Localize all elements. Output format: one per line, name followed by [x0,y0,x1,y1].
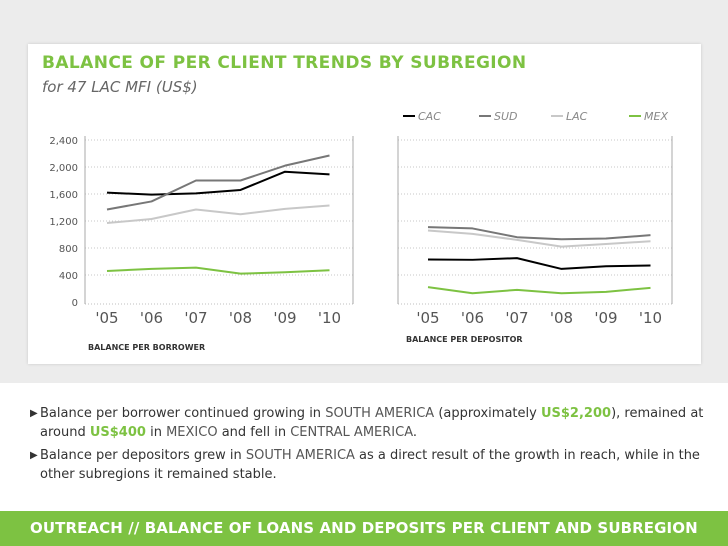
note-text: Balance per borrower continued growing i… [40,406,326,421]
note-text: ), remained at around [40,406,704,440]
region-highlight: MEXICO [166,425,218,440]
legend-label: LAC [566,110,588,123]
series-line-cac [106,170,330,196]
x-tick-label: '07 [505,309,528,327]
series-line-lac [427,229,651,248]
series-line-lac [106,204,330,225]
y-tick-label: 800 [59,244,78,255]
legend-label: MEX [644,110,668,123]
notes-section: ▶ Balance per borrower continued growing … [30,404,720,488]
note-depositor: ▶ Balance per depositors grew in SOUTH AM… [30,446,720,484]
x-tick-label: '08 [550,309,573,327]
panel-label: BALANCE PER BORROWER [88,343,205,352]
y-tick-label: 0 [72,298,78,309]
bullet-arrow-icon: ▶ [30,450,38,461]
series-line-mex [106,266,330,275]
footer-banner: OUTREACH // BALANCE OF LOANS AND DEPOSIT… [0,511,728,546]
legend-label: SUD [494,110,518,123]
region-highlight: CENTRAL AMERICA [290,425,413,440]
note-text: . [412,425,418,440]
note-text: as a direct result of the growth in reac… [40,448,700,482]
series-line-cac [427,257,651,270]
value-highlight: US$400 [89,425,146,440]
note-borrower: ▶ Balance per borrower continued growing … [30,404,720,442]
value-highlight: US$2,200 [540,406,612,421]
series-line-mex [427,286,651,295]
bullet-arrow-icon: ▶ [30,408,38,419]
note-text: in [145,425,167,440]
y-tick-label: 400 [59,271,78,282]
line-charts: 0 400 800 1,200 1,600 2,000 2,400 '05 '06 '07 '08 '… [49,110,673,352]
note-text: (approximately [434,406,541,421]
chart-subtitle: for 47 LAC MFI (US$) [42,78,198,96]
y-tick-label: 1,200 [49,217,78,228]
x-tick-label: '05 [416,309,439,327]
y-tick-label: 2,400 [49,136,78,147]
region-highlight: SOUTH AMERICA [245,448,355,463]
y-tick-label: 2,000 [49,163,78,174]
x-tick-label: '06 [461,309,484,327]
series-line-sud [106,154,330,211]
x-tick-label: '09 [594,309,617,327]
x-tick-label: '06 [140,309,163,327]
y-tick-label: 1,600 [49,190,78,201]
footer-text: OUTREACH // BALANCE OF LOANS AND DEPOSIT… [30,519,698,537]
x-tick-label: '09 [273,309,296,327]
note-text: Balance per depositors grew in [40,448,246,463]
x-tick-label: '10 [639,309,662,327]
x-tick-label: '08 [229,309,252,327]
x-tick-label: '05 [95,309,118,327]
x-tick-label: '07 [184,309,207,327]
legend-label: CAC [418,110,441,123]
panel-label: BALANCE PER DEPOSITOR [406,335,523,344]
region-highlight: SOUTH AMERICA [325,406,435,421]
x-tick-label: '10 [318,309,341,327]
note-text: and fell in [217,425,291,440]
series-line-sud [427,226,651,241]
chart-title: BALANCE OF PER CLIENT TRENDS BY SUBREGIO… [42,53,527,73]
